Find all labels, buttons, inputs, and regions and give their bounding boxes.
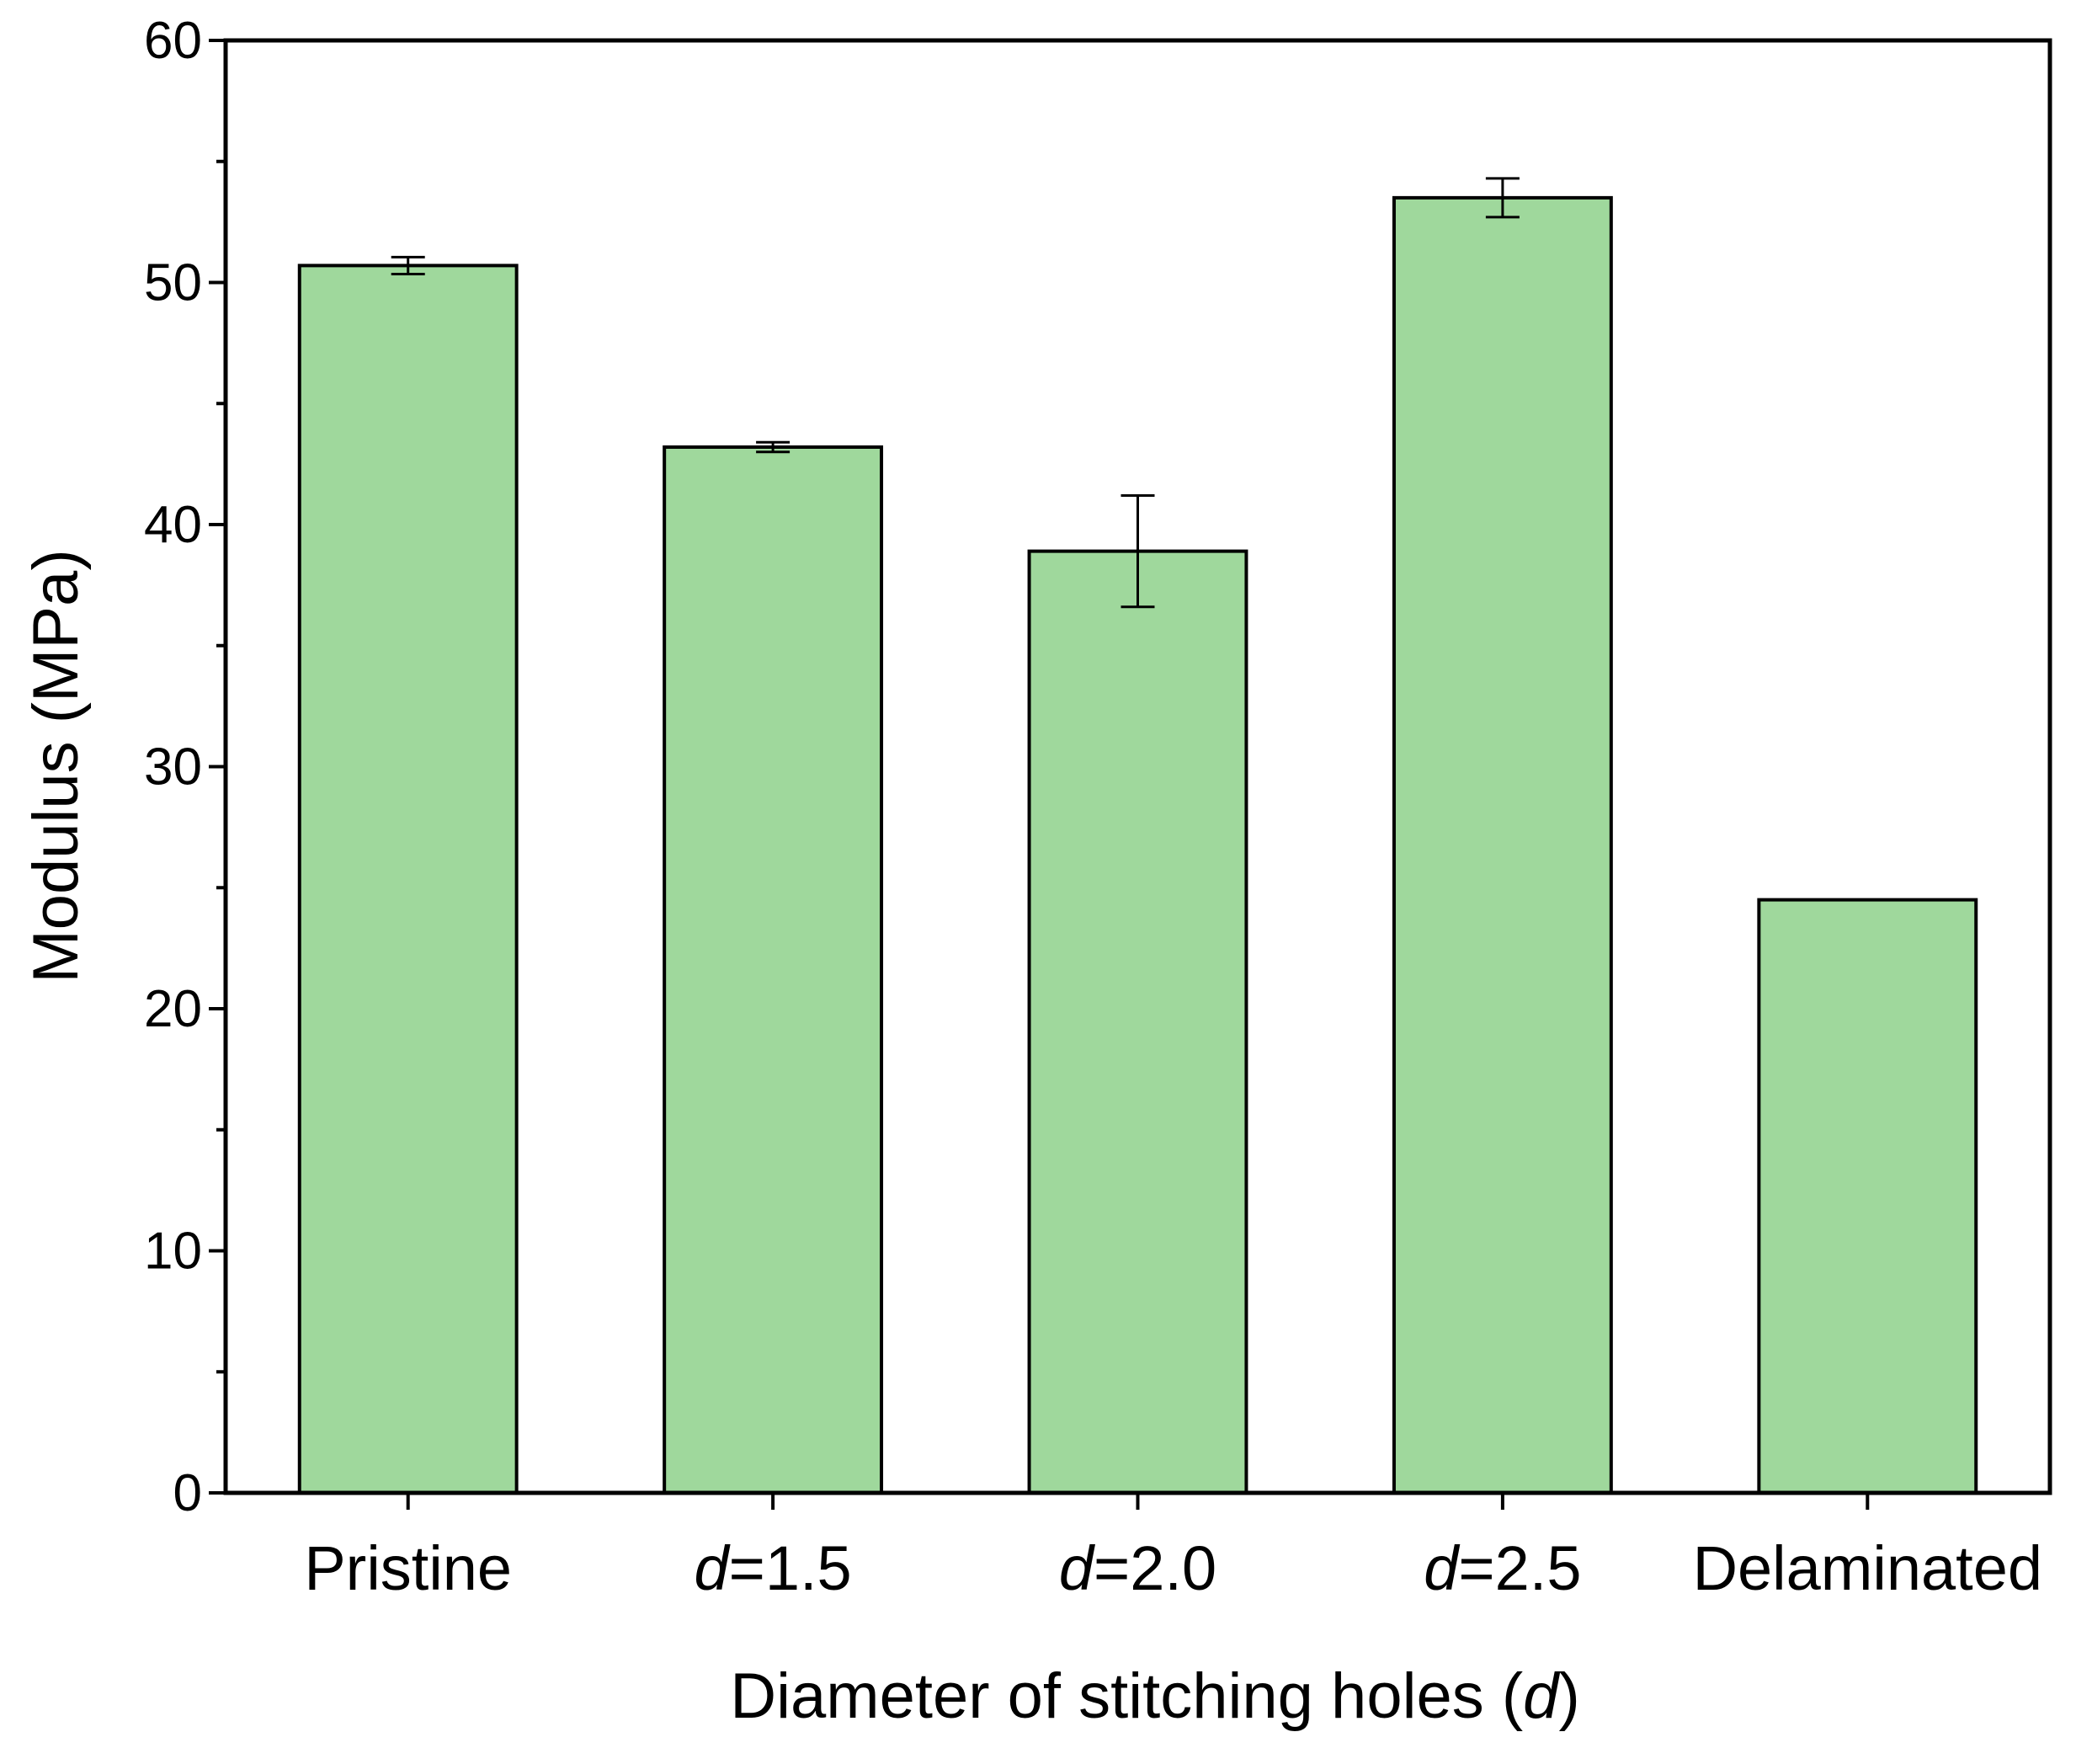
bar-d-2-5 [1392, 195, 1613, 1495]
y-axis-title: Modulus (MPa) [20, 549, 92, 983]
x-tick-label: Pristine [304, 1533, 512, 1603]
x-tick-label: d=1.5 [694, 1533, 851, 1603]
y-tick-label: 40 [144, 496, 202, 554]
x-tick-label-text: Delaminated [1693, 1533, 2042, 1603]
x-axis-title-suffix: ) [1558, 1660, 1579, 1732]
error-bar [1121, 494, 1155, 609]
bar-delaminated [1757, 898, 1978, 1495]
bar-d-1-5 [663, 445, 884, 1495]
x-axis-title-prefix: Diameter of stitching holes ( [730, 1660, 1523, 1732]
y-tick-label: 30 [144, 738, 202, 797]
y-tick-label: 60 [144, 12, 202, 70]
y-tick-label: 50 [144, 254, 202, 312]
x-tick-label-text: =2.5 [1458, 1533, 1581, 1603]
bar-d-2-0 [1027, 549, 1248, 1495]
y-tick-label: 20 [144, 980, 202, 1038]
x-tick-label: Delaminated [1693, 1533, 2042, 1603]
x-tick-label-var: d [1424, 1533, 1461, 1603]
x-tick-label: d=2.0 [1059, 1533, 1216, 1603]
x-tick-label-var: d [1059, 1533, 1096, 1603]
x-axis: Pristine d=1.5 d=2.0 d=2.5 Delaminated [304, 1493, 2042, 1603]
error-bar [1485, 177, 1520, 219]
x-tick-label-text: =1.5 [729, 1533, 852, 1603]
x-tick-label-var: d [694, 1533, 731, 1603]
error-bar [391, 255, 425, 275]
x-axis-title-var: d [1523, 1660, 1561, 1732]
y-tick-label: 0 [173, 1464, 202, 1522]
x-axis-title: Diameter of stitching holes (d) [730, 1660, 1580, 1732]
error-bars-layer [391, 177, 1520, 609]
bars-layer [297, 195, 1978, 1495]
x-tick-label-text: =2.0 [1094, 1533, 1216, 1603]
y-tick-label: 10 [144, 1223, 202, 1281]
bar-pristine [297, 264, 519, 1495]
error-bar [756, 440, 790, 454]
x-tick-label: d=2.5 [1424, 1533, 1581, 1603]
y-axis: 0 10 20 30 40 50 60 [144, 12, 226, 1522]
x-tick-label-text: Pristine [304, 1533, 512, 1603]
